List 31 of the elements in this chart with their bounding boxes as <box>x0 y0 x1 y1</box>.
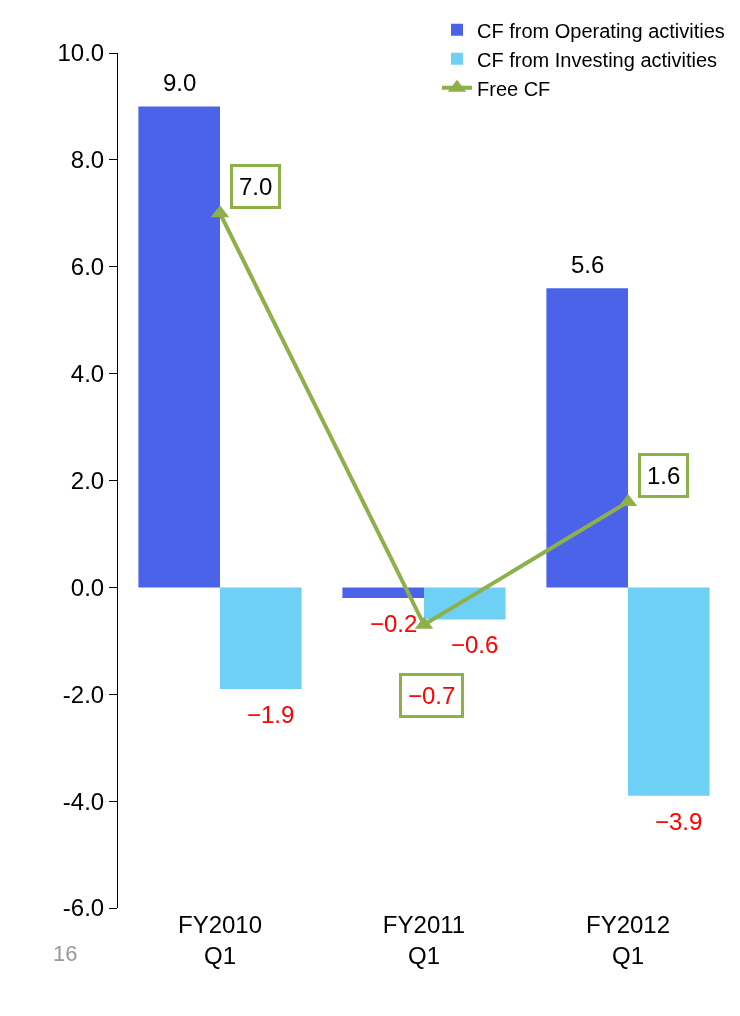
data-label: −0.7 <box>408 682 456 709</box>
y-tick-label: 8.0 <box>70 146 105 174</box>
x-tick-label: FY2010 Q1 <box>177 911 263 970</box>
legend-label: Free CF <box>477 77 551 100</box>
y-tick-label: -6.0 <box>62 894 105 922</box>
y-tick-label: 6.0 <box>70 253 105 281</box>
bar <box>342 587 424 599</box>
data-label: 1.6 <box>647 462 681 489</box>
y-tick-label: -2.0 <box>62 680 105 708</box>
y-tick-label: -4.0 <box>62 787 105 815</box>
y-tick-label: 4.0 <box>70 360 105 388</box>
data-label: 7.0 <box>239 173 273 200</box>
legend-label: CF from Operating activities <box>477 19 725 42</box>
data-label: 5.6 <box>571 251 605 278</box>
data-label: −1.9 <box>247 701 295 728</box>
x-tick-label: FY2011 Q1 <box>382 911 466 970</box>
data-label: −3.9 <box>655 808 703 835</box>
data-label: −0.2 <box>370 610 418 637</box>
y-tick-label: 0.0 <box>70 573 105 601</box>
y-tick-label: 10.0 <box>57 39 105 67</box>
bar <box>220 587 302 689</box>
bar <box>138 106 220 588</box>
bar <box>546 288 628 588</box>
data-label: −0.6 <box>451 631 499 658</box>
y-tick-label: 2.0 <box>70 466 105 494</box>
bar <box>628 587 710 796</box>
data-label: 9.0 <box>163 69 197 96</box>
legend-label: CF from Investing activities <box>477 48 718 71</box>
x-tick-label: FY2012 Q1 <box>585 911 671 970</box>
text: 16 <box>53 941 78 966</box>
bar <box>424 587 506 620</box>
